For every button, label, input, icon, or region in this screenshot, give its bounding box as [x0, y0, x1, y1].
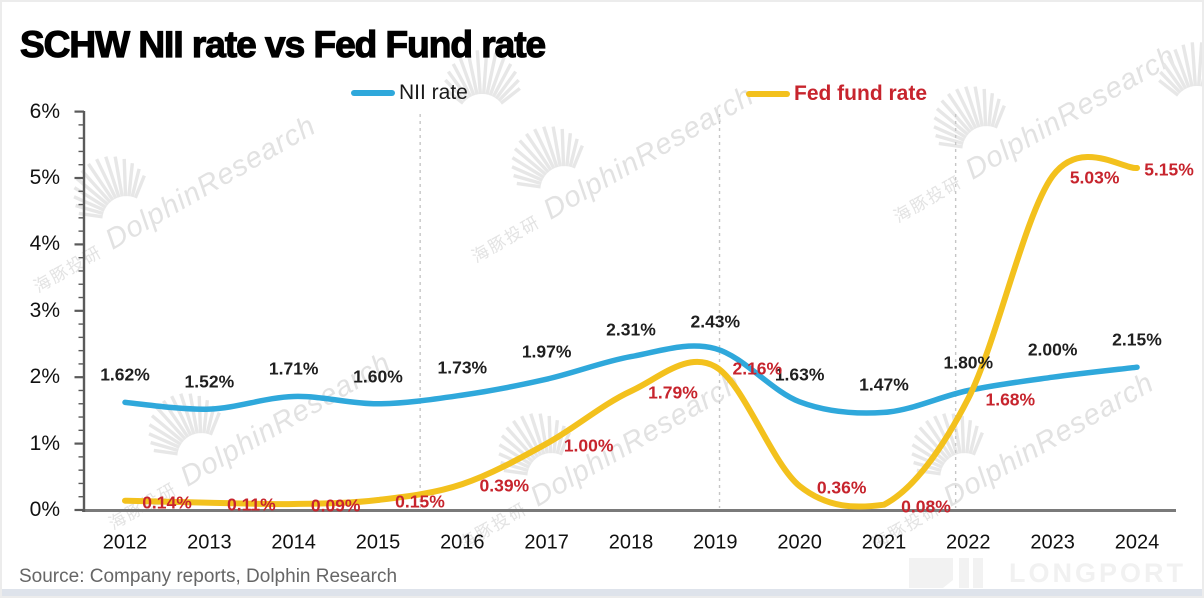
x-tick-label: 2021 [861, 531, 907, 554]
legend-item-fed-fund-rate: Fed fund rate [746, 82, 927, 106]
data-label-nii: 1.47% [859, 374, 909, 395]
data-label-nii: 1.52% [184, 371, 235, 392]
fed-line-swatch-icon [746, 91, 790, 97]
x-tick-label: 2015 [355, 531, 401, 554]
x-tick-label: 2020 [777, 531, 822, 554]
data-label-fed: 0.15% [395, 491, 445, 512]
source-note: Source: Company reports, Dolphin Researc… [19, 566, 398, 587]
y-tick-label: 4% [29, 232, 60, 256]
y-tick-label: 2% [29, 365, 60, 389]
data-label-nii: 2.00% [1027, 339, 1078, 360]
legend-item-nii-rate: NII rate [351, 81, 468, 105]
data-label-nii: 1.73% [437, 357, 488, 378]
series-line-nii [122, 343, 1140, 416]
data-label-nii: 1.60% [353, 366, 403, 387]
data-label-nii: 1.80% [943, 352, 994, 373]
data-label-fed: 1.79% [648, 382, 698, 403]
x-tick-label: 2019 [693, 531, 738, 554]
data-label-fed: 0.39% [479, 475, 530, 496]
y-tick-label: 3% [29, 298, 60, 322]
data-label-fed: 0.14% [142, 492, 192, 513]
data-label-nii: 2.31% [606, 319, 656, 340]
longport-logo: LONGPORT [907, 554, 1186, 592]
data-label-nii: 1.62% [100, 364, 150, 385]
data-label-fed: 0.08% [901, 496, 951, 517]
data-label-fed: 1.00% [563, 435, 614, 456]
data-label-nii: 2.43% [690, 311, 741, 332]
data-label-nii: 1.71% [268, 358, 319, 379]
data-label-fed: 5.15% [1144, 159, 1194, 180]
data-label-fed: 0.36% [816, 477, 867, 498]
y-tick-label: 6% [29, 99, 60, 123]
bottom-strip [2, 589, 1202, 596]
legend-label: Fed fund rate [794, 82, 928, 105]
data-label-nii: 1.97% [521, 341, 572, 362]
data-label-nii: 1.63% [774, 364, 825, 385]
data-label-nii: 2.15% [1112, 329, 1162, 350]
x-tick-label: 2024 [1114, 531, 1160, 554]
data-label-fed: 0.11% [227, 494, 276, 515]
x-tick-label: 2023 [1030, 531, 1075, 554]
data-label-fed: 5.03% [1069, 167, 1120, 188]
nii-line-swatch-icon [351, 90, 395, 96]
x-tick-label: 2018 [608, 531, 654, 554]
legend-label: NII rate [399, 81, 468, 104]
x-tick-label: 2014 [271, 531, 316, 554]
x-tick-label: 2016 [440, 531, 485, 554]
series-line-fed [122, 153, 1140, 510]
data-label-fed: 2.16% [732, 358, 783, 379]
longport-logo-text: LONGPORT [1009, 557, 1186, 588]
data-label-fed: 0.09% [310, 495, 361, 516]
longport-logo-mark-icon [909, 558, 983, 588]
x-tick-label: 2012 [102, 531, 148, 554]
y-tick-label: 5% [29, 166, 60, 189]
y-tick-label: 1% [29, 431, 60, 455]
data-label-fed: 1.68% [985, 389, 1036, 410]
x-tick-label: 2017 [524, 531, 569, 554]
y-tick-label: 0% [29, 498, 60, 521]
x-tick-label: 2022 [946, 531, 991, 554]
x-tick-label: 2013 [187, 531, 232, 554]
chart-title: SCHW NII rate vs Fed Fund rate [19, 23, 546, 65]
